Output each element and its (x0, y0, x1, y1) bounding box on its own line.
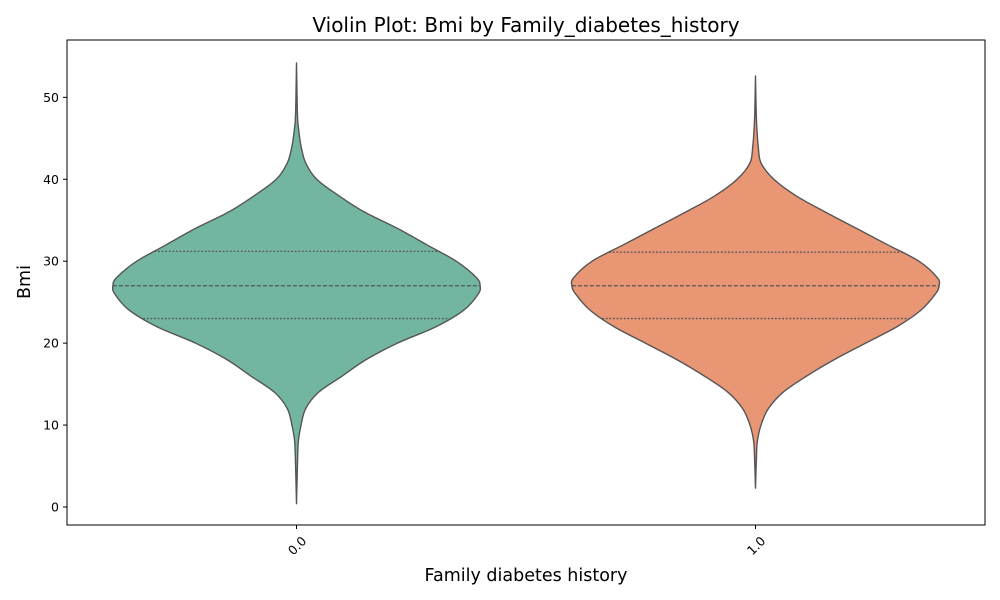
y-tick-label: 20 (43, 336, 59, 351)
plot-area (111, 62, 941, 505)
y-axis: 0 10 20 30 40 50 (43, 90, 67, 514)
violin-body-0.0 (111, 62, 482, 505)
x-tick-label: 0.0 (285, 533, 310, 558)
x-tick-label: 1.0 (744, 533, 769, 558)
y-tick-label: 10 (43, 418, 59, 433)
chart-title: Violin Plot: Bmi by Family_diabetes_hist… (312, 13, 739, 37)
x-axis-title: Family diabetes history (425, 566, 628, 586)
y-axis-title: Bmi (15, 265, 35, 299)
violin-1.0 (570, 75, 941, 489)
x-axis: 0.0 1.0 (285, 525, 769, 558)
y-tick-label: 0 (51, 499, 59, 514)
violin-body-1.0 (570, 75, 941, 489)
y-tick-label: 30 (43, 254, 59, 269)
plot-frame (66, 39, 986, 526)
violin-0.0 (111, 62, 482, 505)
y-tick-label: 50 (43, 90, 59, 105)
y-tick-label: 40 (43, 172, 59, 187)
